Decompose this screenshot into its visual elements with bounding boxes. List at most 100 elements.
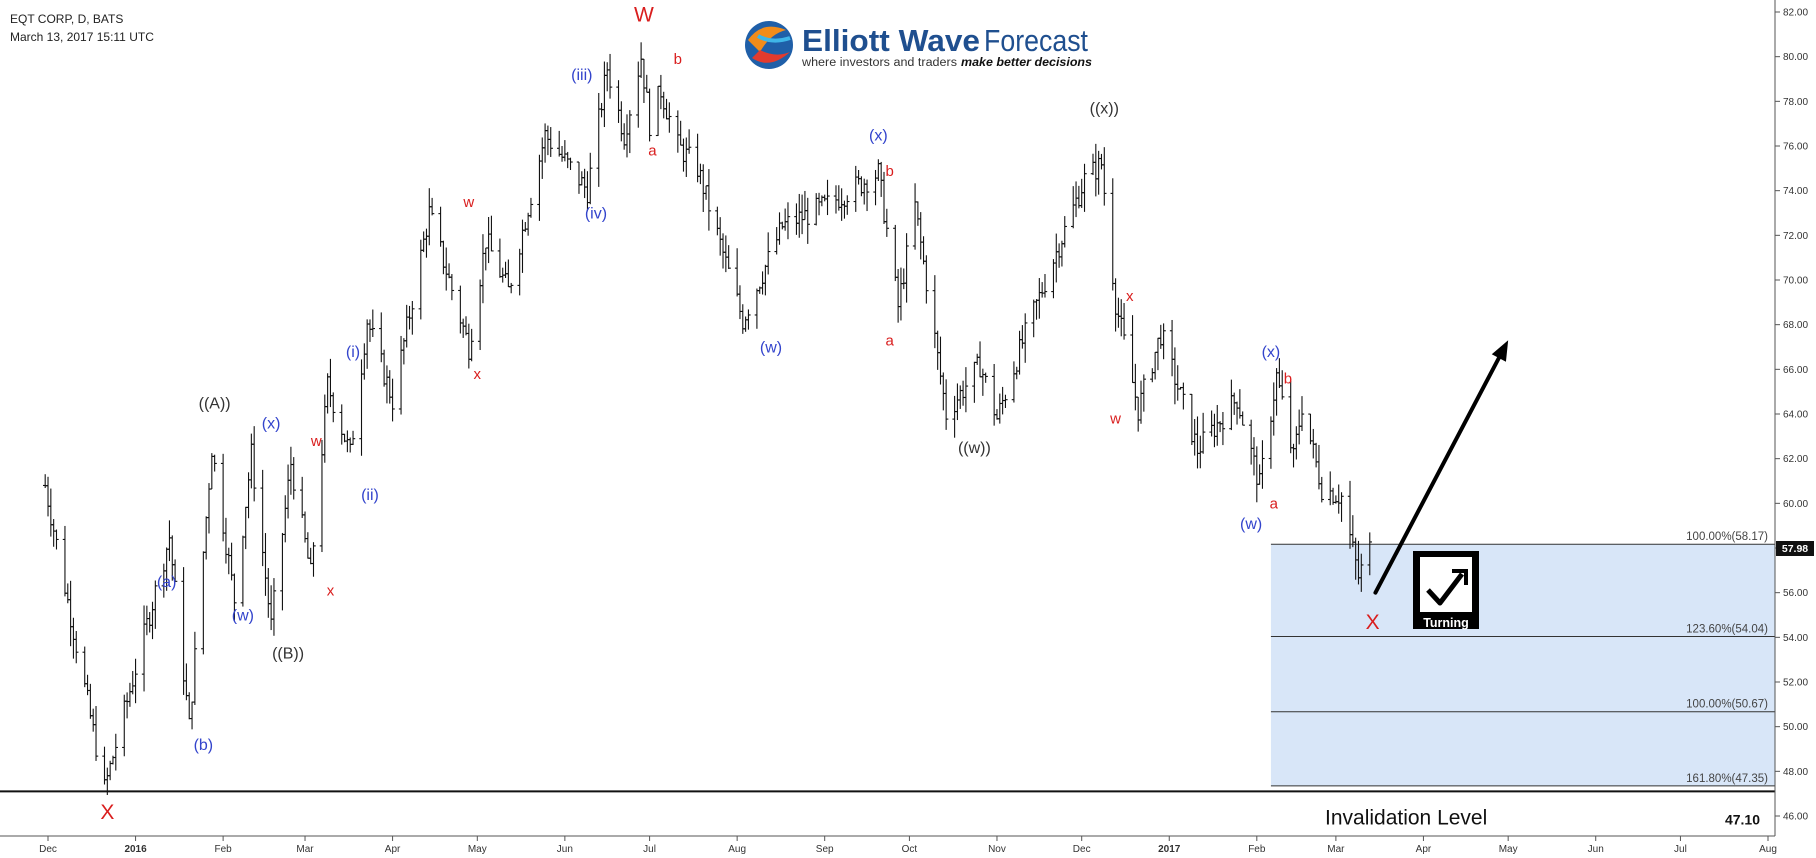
ohlc-bar — [568, 157, 573, 171]
logo-tagline-bold: make better decisions — [961, 57, 1092, 69]
ohlc-bar — [74, 630, 79, 664]
ohlc-bar — [133, 658, 138, 704]
ohlc-bar — [983, 372, 988, 383]
ohlc-bar — [884, 208, 890, 237]
ohlc-bar — [1042, 274, 1048, 298]
price-tick-label: 62.00 — [1783, 454, 1808, 465]
ohlc-bar — [54, 529, 59, 550]
last-price-marker — [1776, 541, 1814, 556]
time-tick-label: Jul — [1674, 844, 1687, 855]
ohlc-bar — [627, 110, 633, 154]
ohlc-bar — [785, 202, 791, 240]
ohlc-bar — [1319, 476, 1324, 503]
ohlc-bar — [647, 88, 652, 142]
price-axis: 46.0048.0050.0052.0054.0056.0058.0060.00… — [1774, 0, 1814, 836]
price-bars — [42, 42, 1372, 796]
time-tick-label: Jul — [643, 844, 656, 855]
ohlc-bar — [1280, 370, 1285, 400]
ohlc-bar — [350, 430, 356, 446]
fibonacci-zone: 100.00%(58.17) 123.60%(54.04) 100.00%(50.6… — [1270, 531, 1775, 787]
ohlc-bar — [1181, 382, 1186, 410]
ohlc-bar — [746, 309, 751, 330]
ohlc-bar — [449, 274, 455, 301]
ohlc-bar — [469, 328, 474, 362]
price-tick-label: 82.00 — [1783, 8, 1808, 19]
invalidation-group: Invalidation Level 47.10 — [0, 790, 1775, 829]
ohlc-bar — [805, 197, 810, 244]
wave-label: x — [474, 366, 482, 383]
ohlc-bar — [845, 195, 850, 215]
arrow-line — [1373, 356, 1501, 595]
ohlc-bar — [1260, 440, 1265, 489]
ohlc-bar — [331, 392, 336, 423]
fib-level-label: 123.60%(54.04) — [1686, 623, 1768, 635]
fib-zone-fill — [1270, 544, 1775, 786]
ohlc-bar — [667, 102, 672, 133]
wave-label: ((A)) — [199, 395, 231, 412]
wave-label: ((B)) — [272, 646, 304, 663]
time-tick-label: 2016 — [124, 844, 147, 855]
wave-label: a — [885, 333, 894, 350]
wave-label: (x) — [1262, 344, 1281, 361]
wave-label: (w) — [232, 608, 254, 625]
ohlc-bar — [508, 282, 514, 294]
time-tick-label: Feb — [1248, 844, 1266, 855]
price-tick-label: 72.00 — [1783, 231, 1808, 242]
ohlc-bar — [291, 457, 296, 500]
ohlc-bar — [1102, 147, 1107, 206]
ohlc-bar — [825, 179, 830, 216]
ohlc-bar — [429, 197, 435, 216]
logo-swoosh-blue — [757, 34, 791, 43]
time-tick-label: May — [468, 844, 487, 855]
fib-level-label: 161.80%(47.35) — [1686, 773, 1768, 785]
ohlc-bar — [489, 215, 494, 252]
wave-label: (w) — [1240, 516, 1262, 533]
time-tick-label: Apr — [1416, 844, 1432, 855]
ohlc-bar — [1240, 411, 1245, 426]
price-tick-label: 66.00 — [1783, 365, 1808, 376]
wave-label: b — [674, 51, 682, 68]
ohlc-bar — [924, 255, 929, 304]
wave-label: (b) — [194, 737, 214, 754]
ohlc-bar — [1003, 394, 1008, 409]
price-tick-label: 50.00 — [1783, 722, 1808, 733]
price-tick-label: 80.00 — [1783, 52, 1808, 63]
ohlc-bar — [1161, 323, 1166, 360]
wave-label: x — [1126, 288, 1134, 305]
ohlc-bar — [1367, 532, 1372, 576]
ohlc-bar — [864, 179, 870, 212]
invalidation-value: 47.10 — [1725, 811, 1760, 827]
time-tick-label: Mar — [296, 844, 314, 855]
ohlc-bar — [528, 197, 534, 218]
wave-label: X — [1366, 611, 1380, 634]
price-axis-ticks: 46.0048.0050.0052.0054.0056.0058.0060.00… — [1775, 8, 1808, 823]
time-tick-label: Mar — [1327, 844, 1345, 855]
timestamp: March 13, 2017 15:11 UTC — [10, 30, 154, 44]
price-tick-label: 54.00 — [1783, 633, 1808, 644]
wave-label: w — [1109, 411, 1121, 428]
ohlc-bar — [370, 309, 376, 338]
ohlc-bar — [1141, 374, 1147, 412]
ohlc-bar — [172, 559, 178, 582]
time-tick-label: Dec — [1073, 844, 1091, 855]
logo-brand-light: Forecast — [984, 23, 1088, 58]
ohlc-bar — [113, 733, 118, 771]
fib-level-label: 100.00%(50.67) — [1686, 699, 1768, 711]
ohlc-bar — [1082, 163, 1087, 212]
ohlc-bar — [192, 631, 198, 705]
wave-label: (w) — [760, 340, 782, 357]
price-tick-label: 60.00 — [1783, 499, 1808, 510]
wave-label: (i) — [346, 344, 360, 361]
ohlc-bar — [251, 426, 257, 502]
time-tick-label: Apr — [385, 844, 401, 855]
turning-badge-text: Turning — [1423, 616, 1469, 630]
wave-label: a — [1270, 496, 1279, 513]
price-tick-label: 68.00 — [1783, 320, 1808, 331]
price-tick-label: 74.00 — [1783, 186, 1808, 197]
elliott-wave-forecast-logo: Elliott Wave Forecast where investors an… — [745, 21, 1092, 69]
time-tick-label: Jun — [557, 844, 573, 855]
time-tick-label: May — [1499, 844, 1518, 855]
wave-label: b — [885, 163, 893, 180]
wave-label: ((x)) — [1090, 101, 1119, 118]
